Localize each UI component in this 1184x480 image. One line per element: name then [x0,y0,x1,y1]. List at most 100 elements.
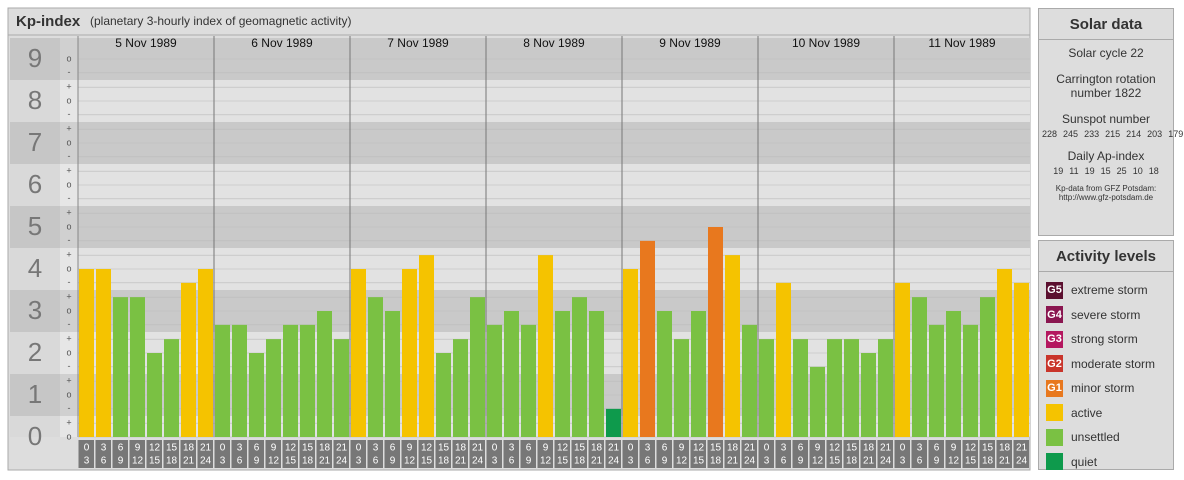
hour-cell [826,440,842,468]
hour-cell [622,440,638,468]
hour-cell [656,440,672,468]
hour-cell [1013,440,1029,468]
hour-label: 9 [254,456,260,467]
hour-label: 9 [271,443,277,454]
band [10,332,60,374]
hour-label: 24 [200,456,212,467]
hour-label: 12 [285,443,297,454]
band [10,290,60,332]
hour-cell [401,440,417,468]
hour-label: 15 [557,456,569,467]
hour-label: 18 [999,443,1011,454]
hour-cell [146,440,162,468]
minor-tick-label: + [66,250,71,260]
bar [623,269,638,437]
hour-label: 6 [526,443,532,454]
band [10,38,60,80]
bar [96,269,111,437]
bar [283,324,298,437]
hour-cell [911,440,927,468]
panel-title: Activity levels [1039,241,1173,272]
hour-label: 0 [628,443,634,454]
hour-label: 18 [591,443,603,454]
number: 19 [1084,166,1095,176]
hour-label: 3 [509,443,515,454]
bar [266,339,281,437]
chart: Kp-index (planetary 3-hourly index of ge… [7,7,1031,471]
bar [198,269,213,437]
bar [385,311,400,437]
band [60,290,78,332]
hour-label: 6 [101,456,107,467]
hour-label: 6 [934,443,940,454]
bar [674,339,689,437]
hour-cell [928,440,944,468]
hour-cell [282,440,298,468]
day-label: 10 Nov 1989 [792,36,860,50]
band [10,206,60,248]
hour-label: 21 [608,443,620,454]
hour-label: 18 [166,456,178,467]
hour-label: 12 [965,443,977,454]
day-label: 8 Nov 1989 [523,36,585,50]
hour-label: 18 [982,456,994,467]
minor-tick-label: + [66,82,71,92]
band [60,374,78,416]
legend-item: unsettled [1039,425,1173,450]
legend-swatch: G2 [1046,355,1063,373]
minor-tick-label: + [66,334,71,344]
hour-label: 18 [455,443,467,454]
hour-label: 12 [948,456,960,467]
y-tick-label: 9 [28,43,42,73]
hour-label: 15 [149,456,161,467]
hour-label: 15 [982,443,994,454]
y-tick-label: 5 [28,211,42,241]
number: 233 [1084,129,1100,139]
bar [555,311,570,437]
hour-label: 24 [744,456,756,467]
hour-cell [724,440,740,468]
number: 245 [1063,129,1079,139]
y-tick-label: 0 [28,421,42,451]
bar [929,324,944,437]
hour-label: 0 [356,443,362,454]
bar [827,339,842,437]
hour-label: 21 [880,443,892,454]
hour-label: 12 [132,456,144,467]
hour-cell [163,440,179,468]
hour-cell [112,440,128,468]
hour-label: 9 [951,443,957,454]
legend-item: G5 extreme storm [1039,278,1173,303]
legend-item: quiet [1039,450,1173,475]
hour-label: 24 [608,456,620,467]
hour-label: 3 [900,456,906,467]
minor-tick-label: + [66,418,71,428]
hour-label: 9 [390,456,396,467]
bar [640,240,655,437]
minor-tick-label: o [66,347,71,357]
hour-cell [503,440,519,468]
legend-item: G3 strong storm [1039,327,1173,352]
minor-tick-label: - [68,67,71,77]
bar [164,339,179,437]
minor-tick-label: o [66,137,71,147]
minor-tick-label: - [68,277,71,287]
hour-label: 0 [220,443,226,454]
number: 228 [1042,129,1058,139]
band [60,164,78,206]
hour-label: 21 [336,443,348,454]
hour-label: 21 [319,456,331,467]
bar [470,297,485,437]
hour-label: 9 [526,456,532,467]
band [10,416,60,437]
legend-item: active [1039,401,1173,426]
hour-cell [435,440,451,468]
hour-label: 3 [101,443,107,454]
day-label: 11 Nov 1989 [928,36,995,50]
hour-label: 6 [118,443,124,454]
legend-label: quiet [1071,454,1098,469]
y-tick-label: 4 [28,253,42,283]
minor-tick-label: - [68,403,71,413]
hour-label: 21 [863,456,875,467]
legend-item: G1 minor storm [1039,376,1173,401]
